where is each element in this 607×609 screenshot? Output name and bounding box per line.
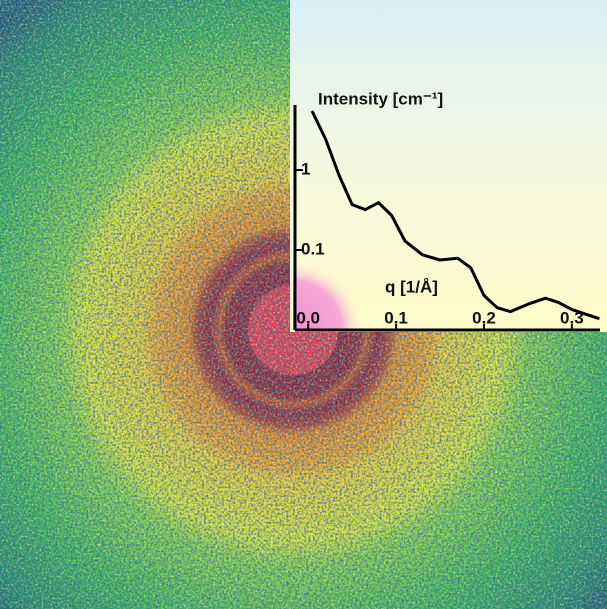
x-tick-label: 0.3 [560,308,584,327]
inset-shadow [293,235,388,330]
y-axis-label: Intensity [cm⁻¹] [318,89,443,108]
y-tick-label: 1 [301,160,310,179]
intensity-curve [311,110,600,320]
x-tick-label: 0.2 [472,308,496,327]
x-tick-label: 0.0 [296,308,320,327]
inset-plot: 0.1 1 0.0 0.1 0.2 0.3 [293,105,600,332]
x-tick-label: 0.1 [384,308,408,327]
y-tick-label: 0.1 [301,239,325,258]
x-axis-label: q [1/Å] [385,277,438,296]
